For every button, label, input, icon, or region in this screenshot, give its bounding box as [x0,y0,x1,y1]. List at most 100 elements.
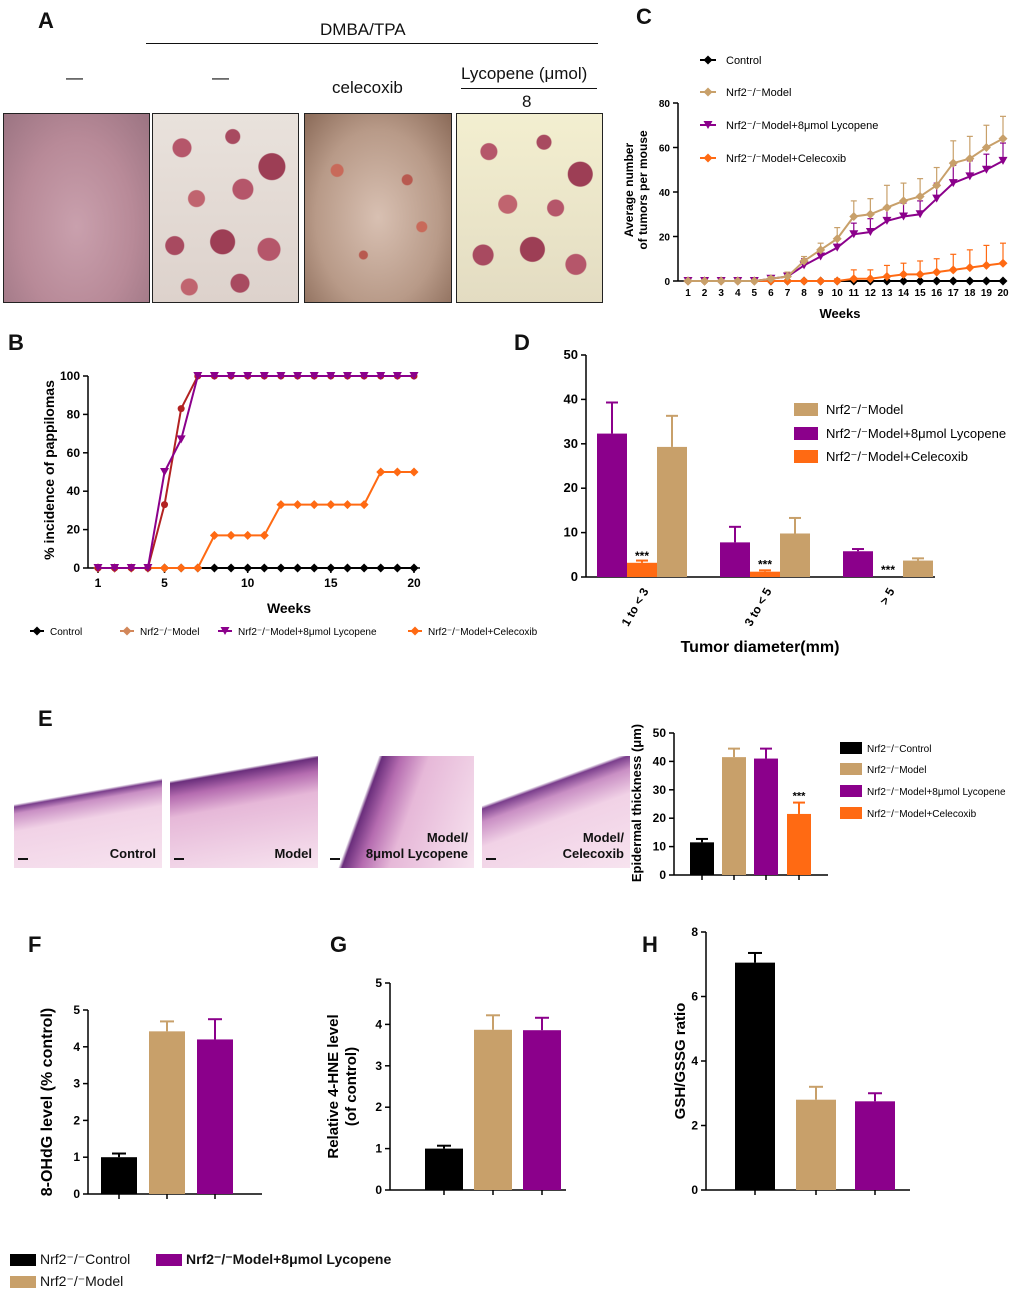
y-tick-label: 10 [564,525,578,540]
x-tick-label: 4 [735,288,741,299]
data-point [799,256,809,266]
significance-label: *** [881,563,895,577]
data-point [832,234,842,244]
panel-letter-a: A [38,8,54,33]
y-tick-label: 40 [564,391,578,406]
data-point [832,276,842,286]
mouse-skin-photo-control [3,113,150,303]
data-point [243,372,253,380]
data-point [309,372,319,380]
data-point [849,211,859,221]
scale-bar [330,858,340,860]
x-axis-label: Weeks [820,306,861,321]
legend-label: Nrf2⁻/⁻Control [867,744,931,755]
data-point [716,276,726,286]
data-point [209,530,219,540]
y-tick-label: 4 [375,1017,382,1031]
y-tick-label: 80 [659,99,671,110]
bar [597,433,627,577]
panel-a-col1-label: — [66,68,83,87]
x-tick-label: 10 [832,288,844,299]
legend-swatch [840,785,862,797]
y-tick-label: 20 [67,523,81,537]
y-tick-label: 8 [691,925,698,939]
significance-label: *** [793,791,807,803]
series-line [98,375,414,569]
x-axis-label: Tumor diameter(mm) [681,639,840,656]
data-point [376,372,386,380]
series-line [98,471,414,569]
legend-label: Nrf2⁻/⁻Model+Celecoxib [867,809,977,820]
panel-a-col4-label: Lycopene (μmol) [461,64,588,83]
data-point [276,372,286,380]
data-point [899,276,909,286]
legend-swatch [794,403,818,416]
y-tick-label: 6 [691,990,698,1004]
x-tick-label: 18 [964,288,976,299]
data-point [326,563,336,573]
data-point [359,500,369,510]
x-tick-label: 8 [801,288,807,299]
bar [425,1148,463,1190]
data-point [816,252,826,261]
y-tick-label: 5 [73,1003,80,1017]
bar [720,542,750,577]
y-tick-label: 0 [73,561,80,575]
y-tick-label: 2 [375,1100,382,1114]
mouse-skin-photo-lycopene [456,113,603,303]
y-tick-label: 20 [653,811,667,825]
data-point [932,276,942,286]
y-axis-label: 8-OHdG level (% control) [39,1008,56,1196]
data-point [409,372,419,380]
bar [474,1029,512,1190]
legend-marker [703,55,713,65]
y-tick-label: 1 [73,1150,80,1164]
y-tick-label: 40 [659,188,671,199]
x-tick-label: > 5 [877,585,898,607]
x-tick-label: 13 [881,288,893,299]
data-point [899,196,909,206]
legend-label: Nrf2⁻/⁻Model [867,765,926,776]
data-point [293,563,303,573]
data-point [782,272,792,282]
y-tick-label: 3 [73,1077,80,1091]
y-axis-label: Epidermal thickness (μm) [629,724,644,882]
data-point [915,276,925,286]
x-tick-label: 1 [95,576,102,590]
mouse-skin-photo-celecoxib [304,113,452,303]
data-point [193,563,203,573]
legend-marker [703,153,713,163]
data-point [359,372,369,380]
data-point [161,501,169,509]
y-tick-label: 40 [653,754,667,768]
data-point [409,563,419,573]
data-point [259,563,269,573]
y-tick-label: 0 [571,569,578,584]
data-point [998,134,1008,144]
legend-swatch [840,807,862,819]
panel-a-col2-label: — [212,68,229,87]
y-tick-label: 1 [375,1142,382,1156]
data-point [849,274,859,284]
legend-swatch-lycopene [156,1254,182,1267]
data-point [865,209,875,219]
panel-a-dose-line [461,88,597,89]
y-tick-label: 0 [664,277,670,288]
data-point [359,563,369,573]
bar [855,1101,895,1190]
data-point [342,500,352,510]
data-point [376,563,386,573]
data-point [176,435,186,444]
data-point [126,564,136,572]
data-point [392,563,402,573]
data-point [965,172,975,181]
data-point [160,563,170,573]
y-tick-label: 5 [375,976,382,990]
bar [657,446,687,577]
x-tick-label: 19 [981,288,993,299]
data-point [683,276,693,286]
data-point [915,191,925,201]
panel-a-treatment-line [146,43,598,44]
data-point [243,563,253,573]
y-tick-label: 20 [564,480,578,495]
